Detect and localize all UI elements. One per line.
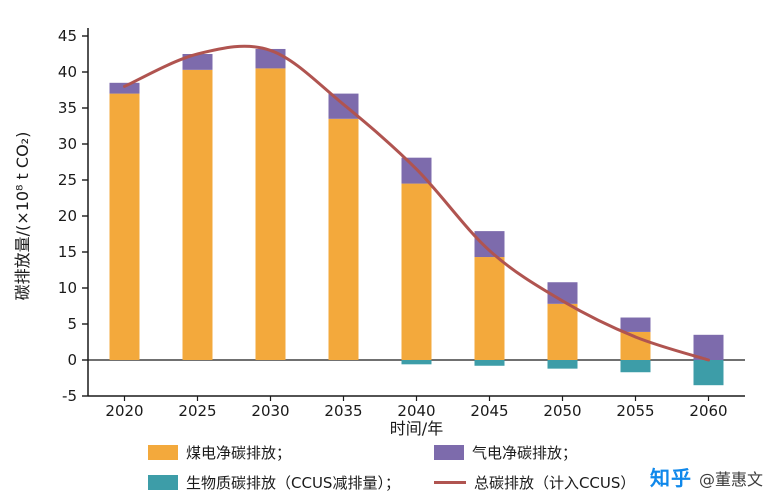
legend-label: 总碳排放（计入CCUS） bbox=[473, 474, 636, 492]
legend-item-3: 总碳排放（计入CCUS） bbox=[433, 472, 636, 493]
legend-item-2: 生物质碳排放（CCUS减排量）； bbox=[148, 472, 400, 493]
y-tick-label: 10 bbox=[58, 279, 77, 297]
y-tick-label: 40 bbox=[58, 63, 77, 81]
bar-biomass bbox=[620, 360, 651, 373]
bar-gas bbox=[109, 82, 140, 94]
bar-gas bbox=[547, 282, 578, 304]
bar-biomass bbox=[693, 360, 724, 386]
legend-label: 气电净碳排放； bbox=[471, 444, 577, 462]
bar-coal bbox=[401, 183, 432, 360]
bar-coal bbox=[328, 118, 359, 360]
x-axis-title: 时间/年 bbox=[390, 419, 443, 438]
chart-legend: 煤电净碳排放； 气电净碳排放； 生物质碳排放（CCUS减排量）； 总碳排放（计入CCU… bbox=[148, 442, 635, 493]
x-tick-label: 2040 bbox=[397, 402, 435, 420]
x-tick-label: 2045 bbox=[470, 402, 508, 420]
y-tick-label: 20 bbox=[58, 207, 77, 225]
legend-line-swatch bbox=[433, 481, 466, 484]
bar-coal bbox=[255, 68, 286, 361]
bar-coal bbox=[474, 257, 505, 360]
x-tick-label: 2060 bbox=[689, 402, 727, 420]
x-tick-label: 2050 bbox=[543, 402, 581, 420]
x-tick-label: 2035 bbox=[324, 402, 362, 420]
y-tick-label: 5 bbox=[67, 315, 77, 333]
y-tick-label: 35 bbox=[58, 99, 77, 117]
legend-label: 生物质碳排放（CCUS减排量）； bbox=[186, 474, 400, 492]
x-tick-label: 2030 bbox=[251, 402, 289, 420]
x-tick-label: 2025 bbox=[178, 402, 216, 420]
legend-color-swatch bbox=[433, 445, 464, 460]
total-emissions-line bbox=[123, 44, 710, 362]
bar-gas bbox=[182, 54, 213, 70]
legend-item-0: 煤电净碳排放； bbox=[148, 442, 400, 463]
bar-biomass bbox=[547, 360, 578, 369]
bar-coal bbox=[547, 303, 578, 360]
zhihu-logo: 知乎 bbox=[649, 466, 692, 490]
y-tick-label: 0 bbox=[67, 351, 77, 369]
bar-coal bbox=[109, 93, 140, 360]
legend-color-swatch bbox=[148, 475, 178, 490]
bar-biomass bbox=[401, 360, 432, 365]
x-tick-label: 2055 bbox=[616, 402, 654, 420]
y-tick-label: 15 bbox=[58, 243, 77, 261]
y-tick-label: -5 bbox=[62, 387, 77, 405]
legend-item-1: 气电净碳排放； bbox=[433, 442, 635, 463]
legend-color-swatch bbox=[148, 445, 178, 460]
watermark-username: @董惠文 bbox=[698, 470, 763, 489]
bar-gas bbox=[474, 231, 505, 258]
y-tick-label: 30 bbox=[58, 135, 77, 153]
legend-label: 煤电净碳排放； bbox=[186, 444, 292, 462]
watermark: 知乎 @董惠文 bbox=[650, 462, 763, 491]
y-tick-label: 45 bbox=[58, 27, 77, 45]
bar-gas bbox=[620, 317, 651, 332]
y-axis-title: 碳排放量/(×10⁸ t CO₂) bbox=[13, 132, 32, 301]
bar-biomass bbox=[474, 360, 505, 366]
y-tick-label: 25 bbox=[58, 171, 77, 189]
x-tick-label: 2020 bbox=[105, 402, 143, 420]
bar-coal bbox=[182, 69, 213, 360]
